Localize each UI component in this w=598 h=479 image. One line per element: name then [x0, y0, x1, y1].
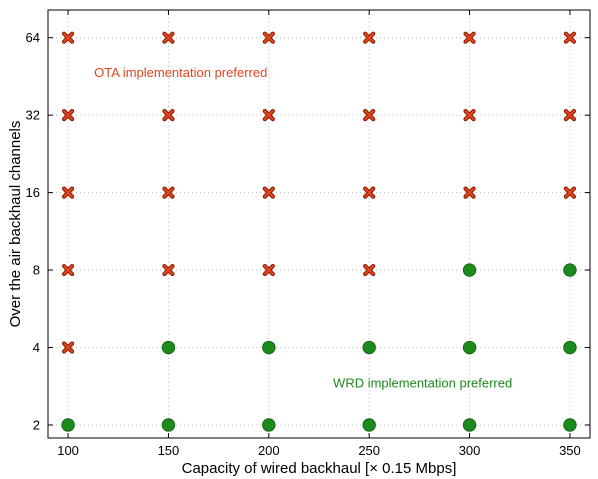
ota-marker-fill [364, 32, 375, 43]
wrd-point [563, 263, 577, 277]
y-tick-label: 64 [26, 30, 40, 45]
axis-ticks: 100 150 200 250 300 350 2 4 8 16 32 64 [26, 10, 590, 458]
wrd-point [61, 418, 75, 432]
ota-marker-fill [62, 110, 74, 121]
ota-marker-fill [263, 264, 274, 276]
wrd-point [262, 418, 276, 432]
ota-point [363, 186, 376, 199]
ota-marker-fill [564, 32, 576, 43]
wrd-annotation: WRD implementation preferred [333, 375, 512, 390]
wrd-point [161, 340, 176, 355]
wrd-point [462, 418, 477, 432]
ota-point [162, 186, 175, 199]
x-tick-label: 150 [158, 443, 180, 458]
y-tick-label: 4 [33, 340, 40, 355]
wrd-point [563, 418, 577, 432]
wrd-point [161, 418, 176, 432]
ota-marker-fill [364, 187, 375, 198]
x-axis-label: Capacity of wired backhaul [× 0.15 Mbps] [182, 460, 457, 477]
wrd-point [362, 340, 376, 355]
ota-marker-fill [163, 32, 174, 43]
ota-marker-fill [564, 110, 576, 121]
ota-point [463, 186, 476, 199]
ota-point [162, 109, 175, 122]
ota-point [262, 31, 275, 44]
y-tick-label: 8 [33, 263, 40, 278]
ota-point [563, 109, 577, 122]
wrd-point [462, 263, 477, 277]
ota-point [162, 263, 175, 277]
ota-marker-fill [364, 110, 375, 121]
ota-marker-fill [62, 342, 74, 353]
y-tick-label: 16 [26, 185, 40, 200]
ota-point [61, 186, 75, 199]
ota-point [363, 109, 376, 122]
ota-marker-fill [62, 187, 74, 198]
ota-marker-fill [364, 264, 375, 276]
ota-marker-fill [62, 264, 74, 276]
ota-marker-fill [163, 264, 174, 276]
plot-frame [47, 9, 591, 439]
y-axis-label: Over the air backhaul channels [7, 121, 24, 328]
x-tick-label: 200 [258, 443, 280, 458]
wrd-point [462, 340, 477, 355]
ota-marker-fill [464, 187, 475, 198]
ota-point [61, 31, 75, 44]
ota-point [61, 341, 75, 354]
wrd-point [563, 340, 577, 355]
x-tick-label: 350 [559, 443, 581, 458]
ota-annotation: OTA implementation preferred [94, 65, 267, 80]
ota-point [262, 263, 275, 277]
ota-point [363, 263, 376, 277]
grid-lines [48, 10, 590, 438]
ota-marker-fill [62, 32, 74, 43]
ota-point [61, 263, 75, 277]
ota-marker-fill [464, 32, 475, 43]
x-tick-label: 300 [459, 443, 481, 458]
ota-point [162, 31, 175, 44]
ota-marker-fill [163, 110, 174, 121]
data-points [61, 31, 577, 432]
ota-point [463, 109, 476, 122]
x-tick-label: 100 [57, 443, 79, 458]
ota-marker-fill [263, 110, 274, 121]
y-tick-label: 2 [33, 417, 40, 432]
ota-point [563, 186, 577, 199]
ota-point [262, 186, 275, 199]
ota-marker-fill [263, 32, 274, 43]
ota-point [463, 31, 476, 44]
wrd-point [362, 418, 376, 432]
wrd-point [262, 340, 276, 355]
ota-point [61, 109, 75, 122]
ota-point [262, 109, 275, 122]
ota-point [563, 31, 577, 44]
annotations: OTA implementation preferred WRD implemen… [94, 65, 512, 390]
ota-marker-fill [564, 187, 576, 198]
ota-marker-fill [263, 187, 274, 198]
ota-point [363, 31, 376, 44]
ota-marker-fill [163, 187, 174, 198]
y-tick-label: 32 [26, 108, 40, 123]
ota-marker-fill [464, 110, 475, 121]
x-tick-label: 250 [358, 443, 380, 458]
